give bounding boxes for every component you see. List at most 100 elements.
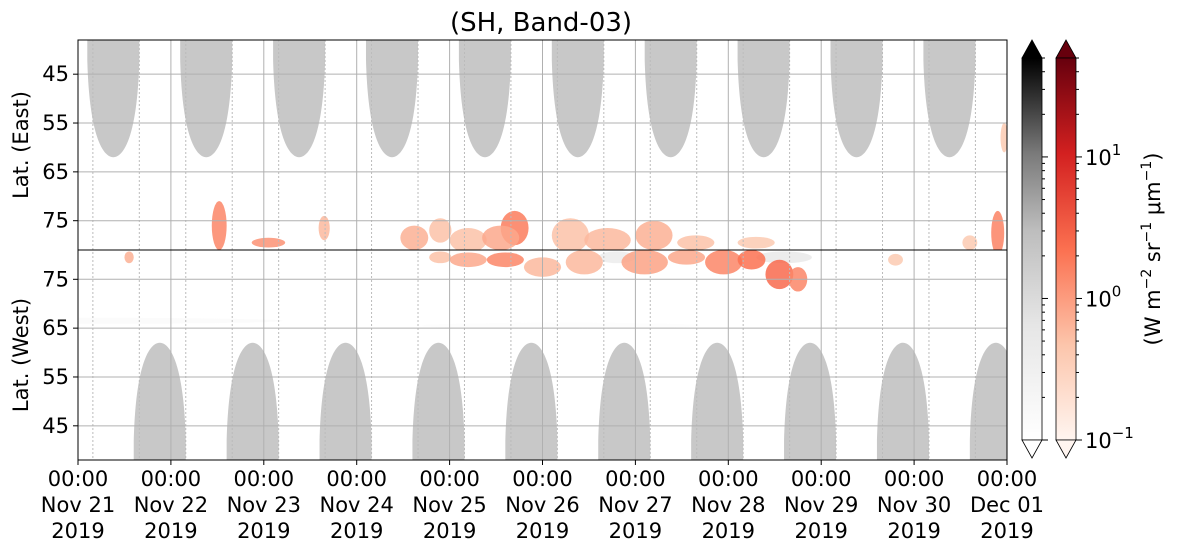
east-daylight-region: [180, 40, 233, 158]
east-daylight-region: [273, 40, 326, 158]
y-tick-label: 55: [42, 111, 69, 135]
x-tick-label-line: Nov 30: [877, 493, 951, 517]
colorbar-label-part-1: −2: [1139, 269, 1155, 290]
colorbar-tick-label: 10−1: [1085, 424, 1134, 453]
west-daylight-region: [969, 342, 1007, 460]
x-tick-label-line: Nov 25: [412, 493, 486, 517]
x-tick-label-line: 00:00: [326, 467, 387, 491]
plot-area: [77, 39, 1008, 461]
red-emission-patch: [677, 235, 715, 250]
x-tick-label-line: 2019: [237, 519, 290, 543]
x-tick-label-line: 2019: [702, 519, 755, 543]
colorbar-tick-exponent: 0: [1112, 282, 1122, 300]
red-emission-patch: [482, 225, 520, 250]
west-daylight-region: [412, 342, 465, 460]
colorbar-label-part-3: −1: [1139, 222, 1155, 243]
x-tick-label: 00:00 Nov 29 2019: [784, 467, 858, 543]
red-emission-patch: [400, 225, 429, 250]
x-tick-label-line: 00:00: [512, 467, 573, 491]
x-tick-label-line: 2019: [423, 519, 476, 543]
colorbar-gray: [1021, 39, 1043, 459]
colorbar-red-body: [1055, 57, 1077, 441]
x-tick-label: 00:00 Nov 23 2019: [227, 467, 301, 543]
red-emission-patch: [486, 252, 524, 268]
x-tick-label: 00:00 Nov 26 2019: [505, 467, 579, 543]
east-daylight-region: [551, 40, 604, 158]
red-emission-patch: [429, 218, 452, 243]
red-emission-patch: [621, 250, 668, 275]
colorbar-tick-label: 101: [1085, 141, 1121, 170]
red-emission-patch: [737, 250, 766, 270]
gray-emission-patch: [756, 251, 812, 264]
colorbar-label-part-0: (W m: [1141, 289, 1165, 345]
red-emission-patch: [449, 252, 487, 268]
chart-title: (SH, Band-03): [450, 8, 632, 38]
x-tick-label-line: 00:00: [419, 467, 480, 491]
x-tick-label-line: Dec 01: [970, 493, 1044, 517]
colorbar-red: [1055, 39, 1077, 459]
west-daylight-region: [133, 342, 186, 460]
gray-emission-patch: [421, 322, 701, 329]
west-panel: [78, 250, 1007, 460]
red-emission-patch: [551, 218, 589, 250]
red-emission-patch: [565, 250, 603, 275]
colorbar-tick-exponent: −1: [1112, 424, 1134, 442]
red-emission-patch: [449, 228, 487, 250]
x-tick-label-line: 2019: [609, 519, 662, 543]
east-ylabel: Lat. (East): [9, 91, 33, 199]
colorbar-label-part-2: sr: [1141, 242, 1165, 269]
colorbar-tick-base: 10: [1085, 287, 1112, 311]
red-emission-patch: [635, 220, 673, 250]
y-tick-label: 45: [42, 62, 69, 86]
x-tick-label-line: 00:00: [698, 467, 759, 491]
colorbar-tick-base: 10: [1085, 146, 1112, 170]
red-emission-patch: [667, 250, 706, 265]
red-emission-patch: [429, 251, 452, 264]
y-tick-label: 75: [42, 209, 69, 233]
west-ylabel: Lat. (West): [9, 298, 33, 412]
red-emission-patch: [962, 235, 978, 250]
colorbar-label-part-6: ): [1141, 153, 1165, 161]
red-emission-patch: [888, 253, 903, 266]
x-tick-label: 00:00 Nov 22 2019: [134, 467, 208, 543]
east-daylight-region: [830, 40, 883, 158]
red-emission-patch: [765, 259, 794, 290]
east-daylight-region: [737, 40, 790, 158]
x-tick-label-line: 2019: [516, 519, 569, 543]
east-daylight-region: [365, 40, 419, 158]
x-tick-label: 00:00 Nov 25 2019: [412, 467, 486, 543]
west-daylight-region: [598, 342, 651, 460]
x-tick-label-line: 00:00: [141, 467, 202, 491]
y-tick-label: 65: [42, 316, 69, 340]
colorbar-gray-extend-bottom: [1021, 439, 1043, 459]
x-tick-label-line: Nov 22: [134, 493, 208, 517]
red-emission-patch: [1000, 123, 1007, 153]
red-emission-patch: [584, 228, 631, 250]
red-emission-patch: [737, 236, 775, 249]
x-tick-label-line: 2019: [330, 519, 383, 543]
colorbar-gray-extend-top: [1021, 39, 1043, 59]
x-tick-label-line: 00:00: [884, 467, 945, 491]
x-tick-label-line: Nov 21: [41, 493, 115, 517]
red-emission-patch: [318, 215, 330, 241]
west-daylight-region: [319, 342, 372, 460]
colorbar-tick-label: 100: [1085, 282, 1121, 311]
x-tick-label-line: 00:00: [48, 467, 109, 491]
x-tick-label-line: Nov 23: [227, 493, 301, 517]
x-tick-label-line: Nov 28: [691, 493, 765, 517]
east-panel: [87, 40, 1007, 250]
red-emission-patch: [705, 250, 743, 275]
east-daylight-region: [644, 40, 697, 158]
west-daylight-region: [226, 342, 279, 460]
x-tick-label: 00:00 Nov 30 2019: [877, 467, 951, 543]
colorbar-gray-body: [1021, 57, 1043, 441]
x-tick-label-line: 2019: [887, 519, 940, 543]
x-tick-label: 00:00 Nov 21 2019: [41, 467, 115, 543]
colorbar-red-extend-bottom: [1055, 439, 1077, 459]
east-daylight-region: [87, 40, 140, 158]
east-daylight-region: [923, 40, 976, 158]
west-daylight-region: [784, 342, 837, 460]
colorbar-tick-base: 10: [1085, 429, 1112, 453]
